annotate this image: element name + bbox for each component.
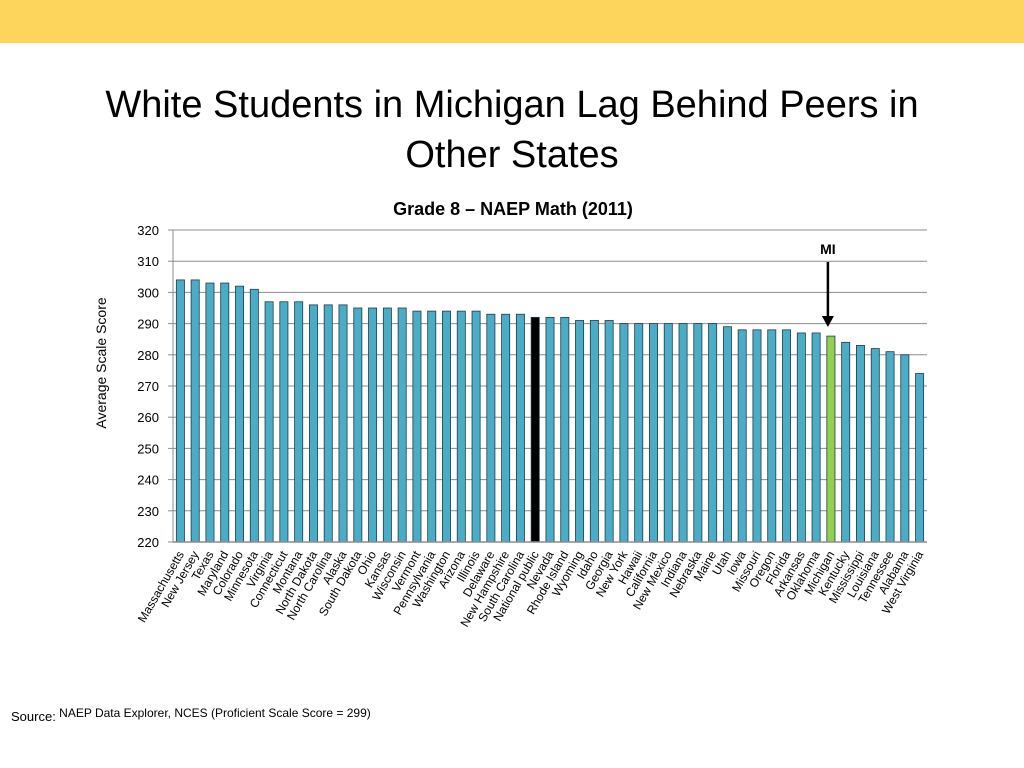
bars [175, 279, 925, 543]
y-tick-label: 250 [137, 441, 159, 456]
bar-utah [722, 326, 732, 543]
mi-arrow-head [821, 316, 834, 327]
bar-minnesota [249, 288, 259, 543]
y-tick-label: 260 [137, 410, 159, 425]
bar-missouri [752, 329, 762, 543]
bar-maine [708, 323, 718, 543]
bar-georgia [604, 320, 614, 543]
bar-ohio [368, 307, 378, 543]
y-tick-label: 290 [137, 317, 159, 332]
source-note: Source: NAEP Data Explorer, NCES (Profic… [11, 706, 371, 724]
bar-montana [294, 301, 304, 543]
y-tick-label: 300 [137, 285, 159, 300]
bar-west-virginia [915, 373, 925, 543]
bar-texas [205, 282, 215, 543]
bar-colorado [235, 285, 244, 543]
bar-hawaii [634, 323, 644, 543]
bar-nevada [545, 316, 555, 543]
bar-michigan [826, 335, 836, 543]
bar-arizona [456, 310, 466, 543]
y-tick-label: 270 [137, 379, 159, 394]
bar-california [649, 323, 658, 543]
bar-new-hampshire [501, 313, 511, 543]
bar-maryland [220, 282, 230, 543]
y-tick-label: 230 [137, 504, 159, 519]
source-label: Source: [11, 709, 56, 724]
y-tick-label: 310 [137, 254, 159, 269]
y-tick-labels: 220 230 240 250 260 270 280 290 300 310 320 [137, 223, 159, 550]
bar-north-carolina [323, 304, 333, 543]
bar-iowa [737, 329, 747, 543]
bar-connecticut [279, 301, 289, 543]
bar-oregon [767, 329, 777, 543]
bar-massachusetts [175, 279, 185, 543]
mi-annotation-label: MI [820, 241, 836, 257]
bar-arkansas [796, 332, 806, 543]
bar-north-dakota [308, 304, 318, 543]
bar-south-dakota [353, 307, 363, 543]
bar-florida [782, 329, 792, 543]
bar-south-carolina [515, 313, 525, 543]
bar-virginia [264, 301, 274, 543]
bar-kansas [382, 307, 392, 543]
bar-new-york [619, 323, 629, 543]
bar-vermont [412, 310, 422, 543]
source-text: NAEP Data Explorer, NCES (Proficient Sca… [59, 706, 371, 720]
bar-oklahoma [811, 332, 821, 543]
bar-new-mexico [663, 323, 673, 543]
y-tick-label: 280 [137, 348, 159, 363]
bar-alaska [338, 304, 348, 543]
bar-tennessee [885, 351, 895, 543]
slide-title-line-1: White Students in Michigan Lag Behind Pe… [105, 84, 919, 126]
y-tick-label: 240 [137, 473, 159, 488]
bar-pennsylvania [427, 310, 437, 543]
chart: Grade 8 – NAEP Math (2011) Average Scale… [93, 199, 927, 630]
bar-nebraska [693, 323, 703, 543]
chart-title: Grade 8 – NAEP Math (2011) [393, 199, 633, 219]
axes [172, 230, 927, 543]
bar-louisiana [870, 348, 880, 543]
bar-new-jersey [190, 279, 200, 543]
bar-alabama [900, 354, 910, 543]
bar-wisconsin [397, 307, 407, 543]
bar-kentucky [841, 341, 851, 543]
bar-idaho [589, 320, 599, 543]
y-tick-label: 320 [137, 223, 159, 238]
bar-wyoming [575, 320, 585, 543]
bar-illinois [471, 310, 481, 543]
y-axis-label: Average Scale Score [93, 297, 109, 428]
slide-title-line-2: Other States [405, 134, 619, 176]
bar-indiana [678, 323, 688, 543]
bar-delaware [486, 313, 496, 543]
slide-title: White Students in Michigan Lag Behind Pe… [40, 80, 984, 180]
bar-national-public [530, 316, 540, 543]
bar-mississippi [856, 345, 865, 543]
y-tick-label: 220 [137, 535, 159, 550]
annotation: MI [820, 241, 836, 327]
bar-rhode-island [560, 316, 570, 543]
top-accent-bar [0, 0, 1024, 43]
bar-washington [442, 310, 451, 543]
